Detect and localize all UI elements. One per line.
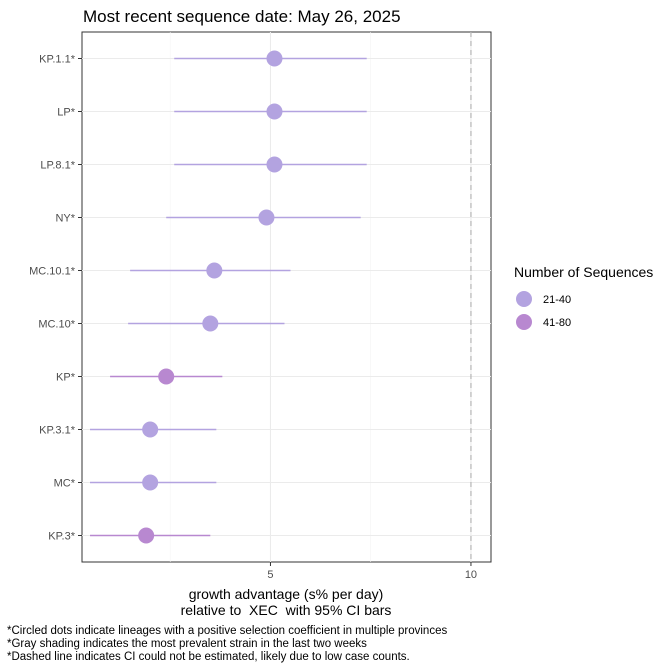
x-tick-label: 5 [267, 569, 273, 581]
legend-swatch [516, 291, 532, 307]
estimate-point [266, 50, 283, 67]
estimate-point [266, 156, 283, 173]
x-tick-label: 10 [465, 569, 477, 581]
x-axis-label-line1: growth advantage (s% per day) [189, 586, 384, 602]
y-tick-label: NY* [55, 213, 75, 225]
estimate-point [206, 262, 223, 279]
y-tick-labels: KP.1.1* LP* LP.8.1* NY* MC.10.1* MC.10* KP* KP.… [29, 54, 82, 543]
footnote-gray-shading: *Gray shading indicates the most prevale… [7, 638, 367, 650]
estimate-point [158, 368, 175, 385]
plot-panel [81, 31, 492, 563]
chart-title: Most recent sequence date: May 26, 2025 [83, 7, 401, 26]
x-tick-labels: 5 10 [267, 562, 477, 581]
legend: Number of Sequences 21-40 41-80 [514, 264, 653, 330]
y-tick-label: MC* [54, 478, 76, 490]
estimate-point [266, 103, 283, 120]
footnote-dashed-line: *Dashed line indicates CI could not be e… [7, 651, 410, 663]
legend-item-label: 21-40 [543, 294, 571, 306]
y-tick-label: MC.10.1* [29, 266, 76, 278]
footnote-circled-dots: *Circled dots indicate lineages with a p… [7, 625, 448, 637]
estimate-points [138, 50, 283, 544]
legend-swatch [516, 314, 532, 330]
y-tick-label: LP* [57, 107, 75, 119]
y-tick-label: KP* [56, 372, 76, 384]
y-tick-label: MC.10* [38, 319, 75, 331]
x-axis-label-line2: relative to XEC with 95% CI bars [181, 602, 392, 618]
y-tick-label: KP.1.1* [39, 54, 76, 66]
legend-title: Number of Sequences [514, 264, 653, 280]
estimate-point [258, 209, 275, 226]
estimate-point [138, 527, 155, 544]
estimate-point [142, 421, 159, 438]
estimate-point [202, 315, 219, 332]
footnotes: *Circled dots indicate lineages with a p… [7, 625, 447, 664]
y-tick-label: KP.3* [48, 531, 75, 543]
estimate-point [142, 474, 159, 491]
legend-item-label: 41-80 [543, 317, 571, 329]
y-tick-label: LP.8.1* [40, 160, 75, 172]
y-tick-label: KP.3.1* [39, 425, 76, 437]
